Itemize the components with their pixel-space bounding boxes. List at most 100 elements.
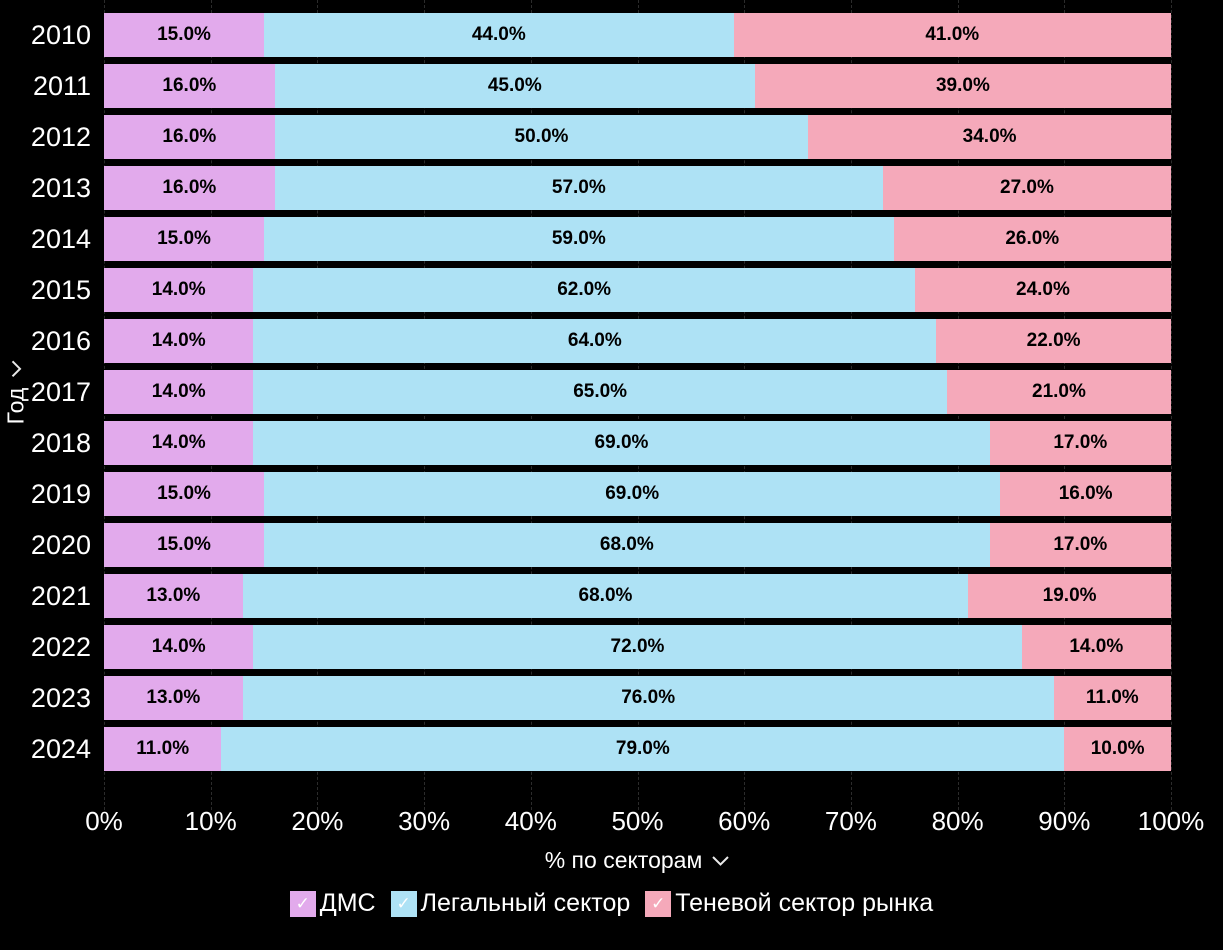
bar-segment[interactable]: 15.0% bbox=[104, 217, 265, 261]
legend-checkbox-icon[interactable]: ✓ bbox=[390, 890, 417, 917]
x-tick-label: 50% bbox=[611, 806, 664, 836]
x-tick-label: 90% bbox=[1038, 806, 1091, 836]
bar-segment[interactable]: 14.0% bbox=[104, 268, 254, 312]
bar-value-label: 22.0% bbox=[1026, 330, 1081, 351]
bar-value-label: 59.0% bbox=[551, 228, 606, 249]
bar-segment[interactable]: 14.0% bbox=[1021, 625, 1171, 669]
chevron-down-icon[interactable] bbox=[10, 360, 22, 379]
bar-segment[interactable]: 14.0% bbox=[104, 625, 254, 669]
legend-item[interactable]: ✓ ДМС bbox=[289, 889, 376, 918]
bar-segment[interactable]: 79.0% bbox=[221, 727, 1065, 771]
bar-segment[interactable]: 41.0% bbox=[733, 13, 1171, 57]
bar-row: 2022 14.0% 72.0% 14.0% bbox=[0, 625, 1171, 669]
bar-track: 14.0% 72.0% 14.0% bbox=[104, 625, 1171, 669]
bar-segment[interactable]: 24.0% bbox=[914, 268, 1171, 312]
bar-value-label: 14.0% bbox=[151, 330, 206, 351]
year-label: 2018 bbox=[30, 428, 91, 458]
bar-value-label: 15.0% bbox=[157, 483, 211, 504]
bar-value-label: 16.0% bbox=[1058, 483, 1113, 504]
bar-segment[interactable]: 13.0% bbox=[104, 574, 243, 618]
bar-segment[interactable]: 27.0% bbox=[882, 166, 1171, 210]
bar-segment[interactable]: 16.0% bbox=[104, 166, 275, 210]
legend: ✓ ДМС ✓ Легальный сектор ✓ Теневой сектор рын… bbox=[0, 889, 1223, 918]
year-label: 2014 bbox=[30, 224, 91, 254]
bar-segment[interactable]: 72.0% bbox=[253, 625, 1022, 669]
bar-segment[interactable]: 64.0% bbox=[253, 319, 937, 363]
bar-row: 2020 15.0% 68.0% 17.0% bbox=[0, 523, 1171, 567]
bar-segment[interactable]: 15.0% bbox=[104, 13, 265, 57]
year-label: 2015 bbox=[30, 275, 91, 305]
y-axis-title-dropdown[interactable]: Год bbox=[3, 360, 30, 424]
bar-value-label: 19.0% bbox=[1042, 585, 1097, 606]
bar-segment[interactable]: 14.0% bbox=[104, 421, 254, 465]
x-axis-title-dropdown[interactable]: % по секторам bbox=[104, 847, 1171, 874]
bar-segment[interactable]: 14.0% bbox=[104, 319, 254, 363]
bar-segment[interactable]: 50.0% bbox=[274, 115, 809, 159]
year-label: 2017 bbox=[30, 377, 91, 407]
bar-value-label: 14.0% bbox=[151, 279, 206, 300]
bar-value-label: 50.0% bbox=[514, 126, 569, 147]
bar-track: 14.0% 69.0% 17.0% bbox=[104, 421, 1171, 465]
bar-value-label: 68.0% bbox=[578, 585, 633, 606]
legend-item[interactable]: ✓ Легальный сектор bbox=[390, 889, 630, 918]
legend-item[interactable]: ✓ Теневой сектор рынка bbox=[645, 889, 933, 918]
bar-segment[interactable]: 59.0% bbox=[264, 217, 894, 261]
bar-track: 14.0% 65.0% 21.0% bbox=[104, 370, 1171, 414]
bar-segment[interactable]: 39.0% bbox=[754, 64, 1171, 108]
year-label: 2024 bbox=[30, 734, 91, 764]
bar-segment[interactable]: 15.0% bbox=[104, 523, 265, 567]
bar-segment[interactable]: 14.0% bbox=[104, 370, 254, 414]
bar-segment[interactable]: 11.0% bbox=[104, 727, 222, 771]
bar-value-label: 41.0% bbox=[925, 24, 980, 45]
bar-segment[interactable]: 19.0% bbox=[968, 574, 1171, 618]
bar-segment[interactable]: 65.0% bbox=[253, 370, 947, 414]
bar-segment[interactable]: 16.0% bbox=[104, 64, 275, 108]
bar-segment[interactable]: 68.0% bbox=[242, 574, 969, 618]
bar-segment[interactable]: 44.0% bbox=[264, 13, 734, 57]
bar-value-label: 14.0% bbox=[151, 636, 206, 657]
legend-checkbox-icon[interactable]: ✓ bbox=[289, 890, 316, 917]
year-label: 2011 bbox=[32, 71, 91, 101]
bar-segment[interactable]: 16.0% bbox=[1000, 472, 1171, 516]
bar-value-label: 24.0% bbox=[1016, 279, 1070, 300]
bar-row: 2023 13.0% 76.0% 11.0% bbox=[0, 676, 1171, 720]
bar-row: 2017 14.0% 65.0% 21.0% bbox=[0, 370, 1171, 414]
bar-segment[interactable]: 15.0% bbox=[104, 472, 265, 516]
bar-segment[interactable]: 17.0% bbox=[989, 421, 1171, 465]
bar-segment[interactable]: 69.0% bbox=[253, 421, 990, 465]
bar-segment[interactable]: 13.0% bbox=[104, 676, 243, 720]
bar-value-label: 14.0% bbox=[1069, 636, 1124, 657]
bar-segment[interactable]: 10.0% bbox=[1064, 727, 1171, 771]
bar-segment[interactable]: 57.0% bbox=[274, 166, 883, 210]
bar-segment[interactable]: 21.0% bbox=[946, 370, 1171, 414]
bar-value-label: 11.0% bbox=[1085, 687, 1139, 708]
bar-segment[interactable]: 26.0% bbox=[893, 217, 1171, 261]
bar-value-label: 34.0% bbox=[962, 126, 1017, 147]
chevron-down-icon[interactable] bbox=[711, 855, 730, 867]
bar-value-label: 16.0% bbox=[162, 177, 217, 198]
bar-track: 11.0% 79.0% 10.0% bbox=[104, 727, 1171, 771]
bar-segment[interactable]: 11.0% bbox=[1053, 676, 1171, 720]
bar-value-label: 69.0% bbox=[594, 432, 649, 453]
bar-segment[interactable]: 34.0% bbox=[808, 115, 1171, 159]
bar-segment[interactable]: 69.0% bbox=[264, 472, 1001, 516]
bar-segment[interactable]: 62.0% bbox=[253, 268, 915, 312]
bar-segment[interactable]: 16.0% bbox=[104, 115, 275, 159]
bar-segment[interactable]: 76.0% bbox=[242, 676, 1054, 720]
bar-value-label: 15.0% bbox=[157, 228, 211, 249]
x-tick-label: 0% bbox=[85, 806, 123, 836]
bar-segment[interactable]: 45.0% bbox=[274, 64, 755, 108]
bar-track: 15.0% 69.0% 16.0% bbox=[104, 472, 1171, 516]
bar-value-label: 15.0% bbox=[157, 534, 211, 555]
bar-segment[interactable]: 17.0% bbox=[989, 523, 1171, 567]
bar-track: 14.0% 62.0% 24.0% bbox=[104, 268, 1171, 312]
bar-row: 2016 14.0% 64.0% 22.0% bbox=[0, 319, 1171, 363]
bar-segment[interactable]: 22.0% bbox=[936, 319, 1171, 363]
bar-value-label: 13.0% bbox=[146, 687, 201, 708]
bar-value-label: 65.0% bbox=[573, 381, 628, 402]
bar-track: 16.0% 57.0% 27.0% bbox=[104, 166, 1171, 210]
legend-checkbox-icon[interactable]: ✓ bbox=[645, 890, 672, 917]
bar-segment[interactable]: 68.0% bbox=[264, 523, 990, 567]
plot-rows: 2010 15.0% 44.0% 41.0% 2011 16.0% 45.0% 39.0% 20… bbox=[0, 13, 1171, 778]
